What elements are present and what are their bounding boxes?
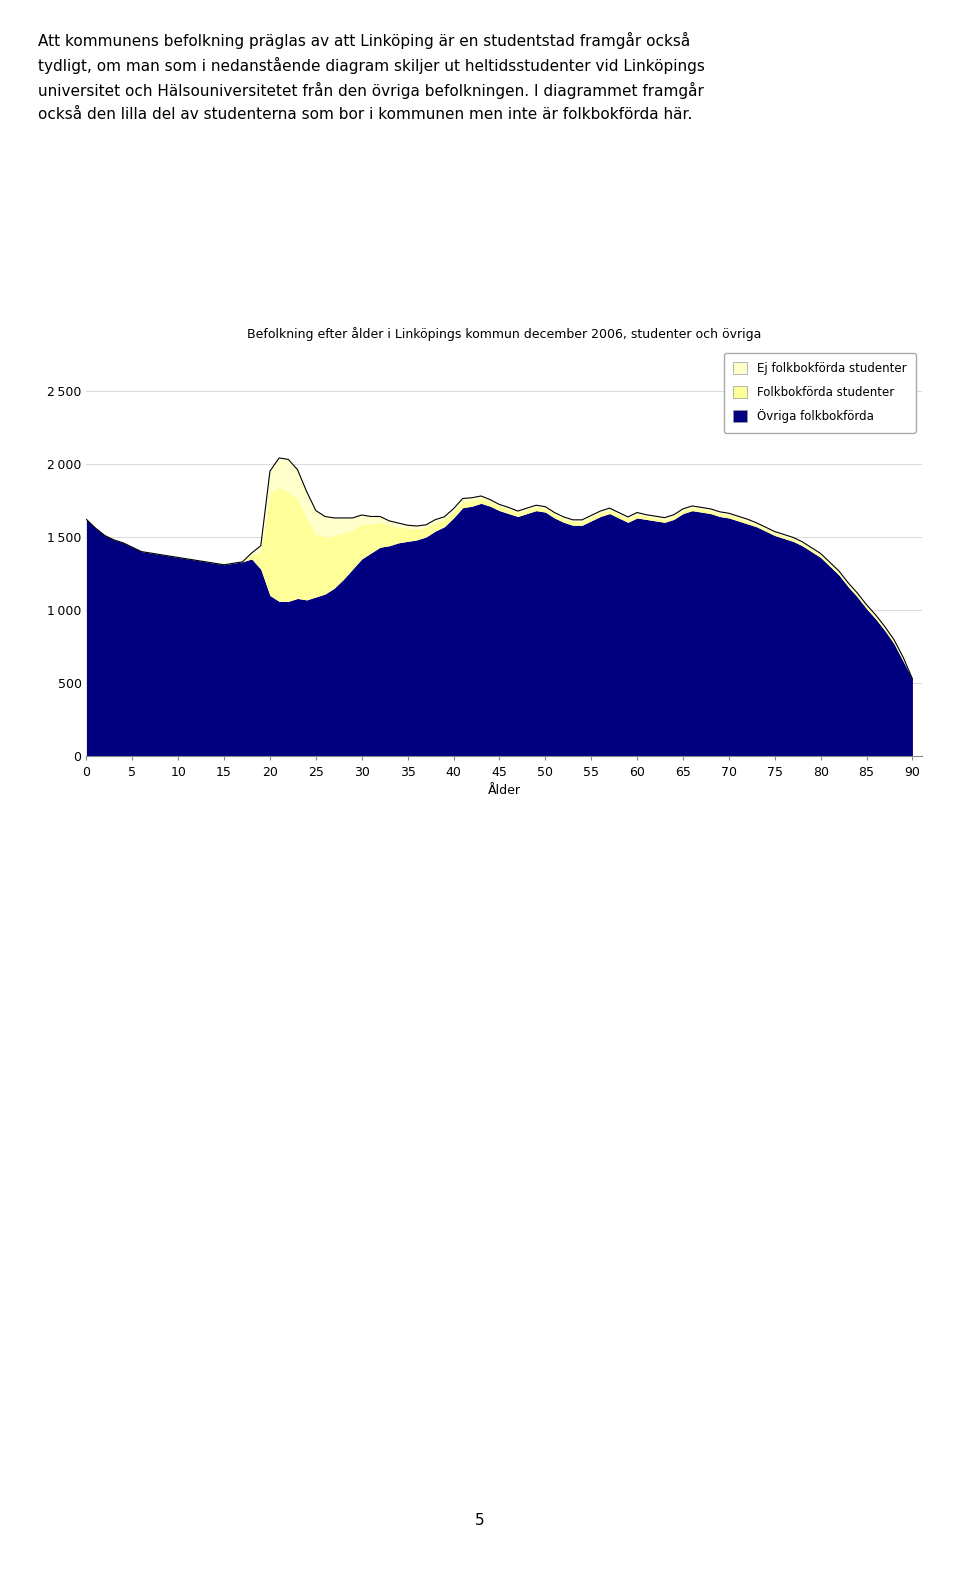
X-axis label: Ålder: Ålder <box>488 785 520 797</box>
Text: Att kommunens befolkning präglas av att Linköping är en studentstad framgår ocks: Att kommunens befolkning präglas av att … <box>38 32 706 121</box>
Legend: Ej folkbokförda studenter, Folkbokförda studenter, Övriga folkbokförda: Ej folkbokförda studenter, Folkbokförda … <box>724 353 916 433</box>
Text: 5: 5 <box>475 1513 485 1529</box>
Title: Befolkning efter ålder i Linköpings kommun december 2006, studenter och övriga: Befolkning efter ålder i Linköpings komm… <box>247 328 761 342</box>
